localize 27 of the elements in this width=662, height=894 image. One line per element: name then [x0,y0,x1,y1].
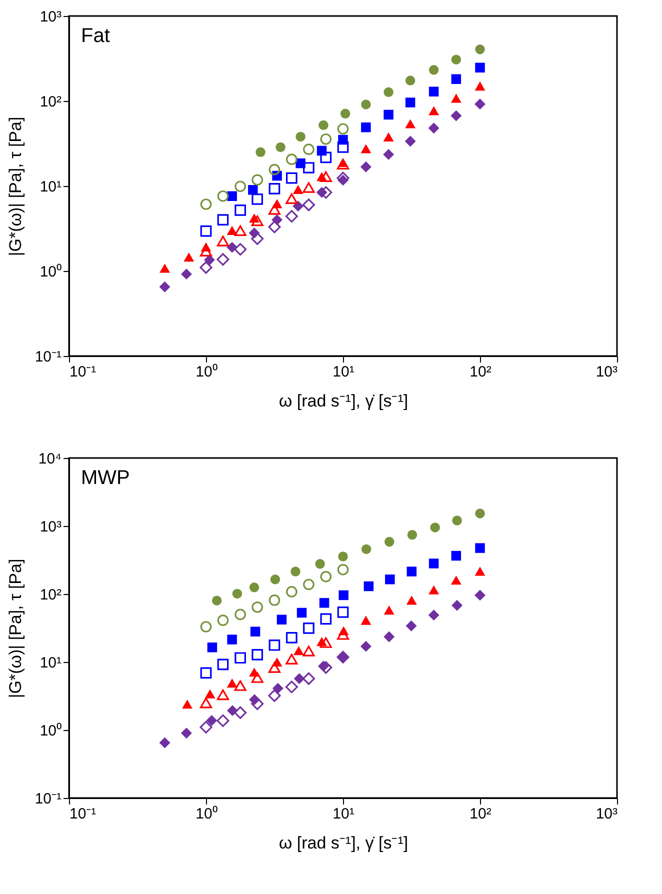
x-tick-label: 10⁰ [196,364,218,380]
y-tick-label: 10³ [40,518,62,536]
x-tick-label: 10² [470,806,492,822]
x-tick-label: 10⁰ [196,806,218,822]
y-axis-title: |G*(ω)| [Pa], τ [Pa] [6,116,25,256]
x-tick-label: 10¹ [332,806,354,822]
y-tick-label: 10⁻¹ [34,348,62,366]
y-axis-title: |G*(ω)| [Pa], τ [Pa] [6,558,25,698]
y-tick-label: 10⁴ [38,450,62,468]
x-tick-label: 10¹ [332,364,354,380]
y-tick-label: 10⁻¹ [34,790,62,808]
chart-title: MWP [81,467,130,489]
y-tick-label: 10¹ [40,178,62,196]
x-tick-label: 10² [470,364,492,380]
y-tick-label: 10³ [40,8,62,26]
y-tick-label: 10² [40,94,62,110]
x-tick-label: 10³ [596,364,618,380]
x-tick-label: 10³ [596,806,618,822]
y-tick-label: 10⁰ [40,722,62,740]
x-tick-label: 10⁻¹ [70,806,96,822]
x-axis-title: ω [rad s⁻¹], γ̇ [s⁻¹] [278,392,408,410]
x-tick-label: 10⁻¹ [70,364,96,380]
y-tick-label: 10⁰ [40,264,62,280]
y-tick-label: 10² [40,586,62,604]
x-axis-title: ω [rad s⁻¹], γ̇ [s⁻¹] [278,834,408,852]
chart-title: Fat [81,25,110,47]
y-tick-label: 10¹ [40,654,62,672]
